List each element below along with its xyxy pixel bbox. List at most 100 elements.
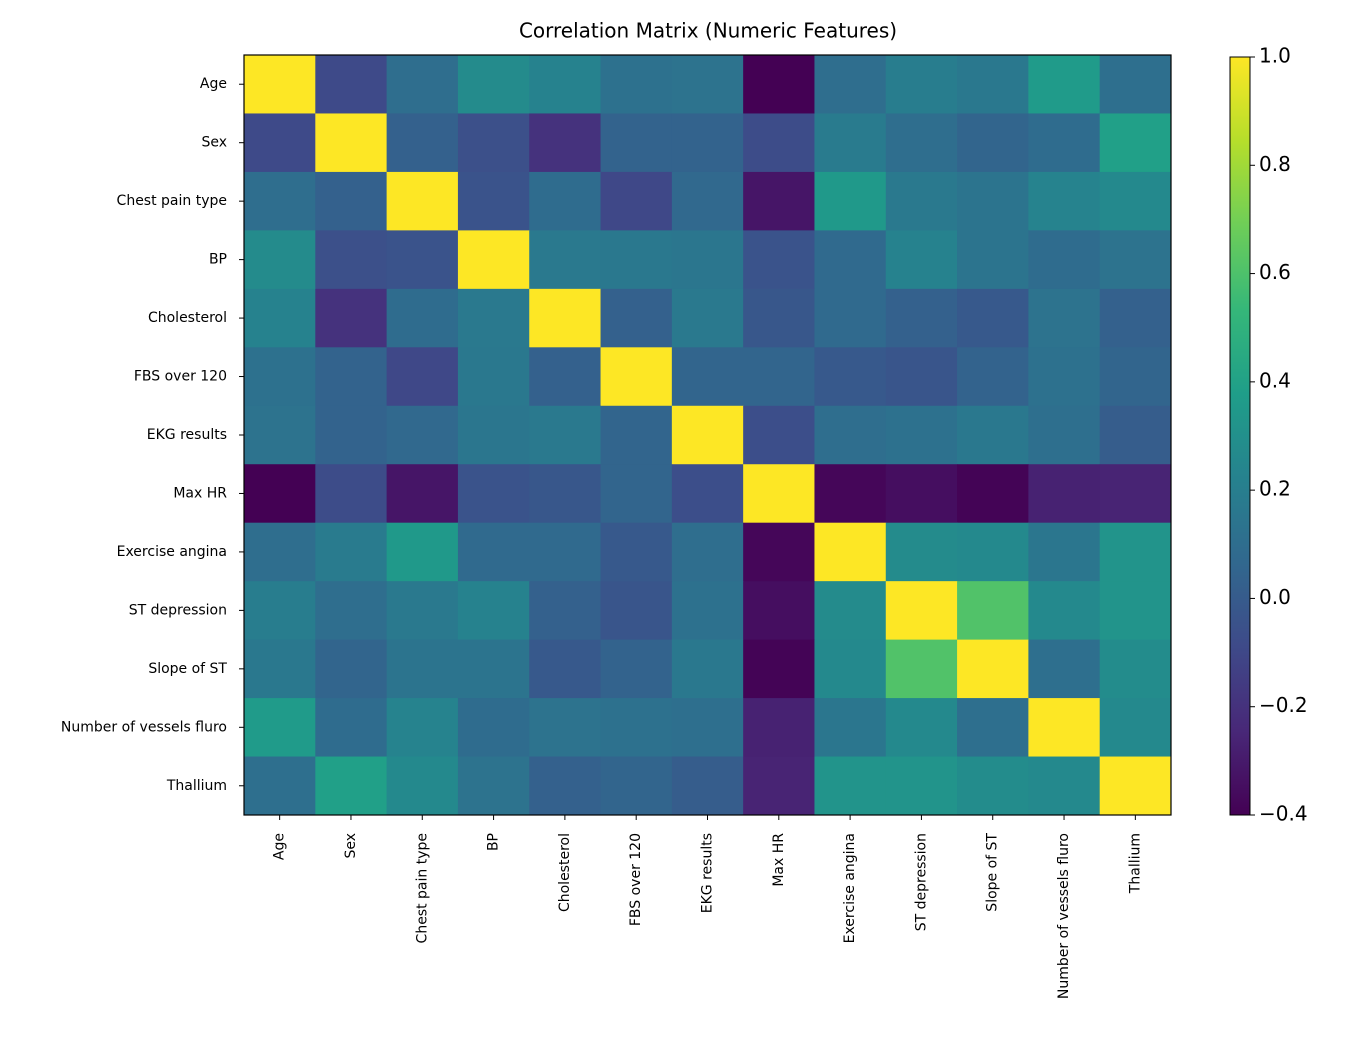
heatmap-cell	[1099, 464, 1172, 524]
heatmap-cell	[1099, 581, 1172, 641]
y-tick-label: Exercise angina	[117, 544, 227, 560]
heatmap-cell	[1028, 522, 1101, 582]
x-tick-label: Chest pain type	[414, 833, 430, 943]
heatmap-cell	[529, 288, 602, 348]
heatmap-cell	[743, 464, 815, 524]
heatmap-cell	[1028, 288, 1101, 348]
heatmap-cell	[529, 171, 602, 231]
heatmap-cell	[600, 347, 673, 407]
heatmap-cell	[315, 230, 388, 290]
heatmap-cell	[529, 113, 602, 173]
heatmap-cell	[244, 698, 316, 758]
chart-title: Correlation Matrix (Numeric Features)	[519, 19, 897, 43]
heatmap-cell	[957, 288, 1029, 348]
heatmap-cell	[315, 113, 388, 173]
heatmap-cell	[600, 639, 673, 699]
heatmap-cell	[957, 581, 1029, 641]
heatmap-cell	[1028, 464, 1101, 524]
colorbar-tick-label: 0.4	[1259, 368, 1291, 392]
x-tick-label: BP	[486, 833, 502, 851]
heatmap-cell	[814, 464, 887, 524]
heatmap-cell	[600, 288, 673, 348]
y-tick-label: Number of vessels fluro	[61, 719, 227, 735]
heatmap-cell	[957, 347, 1029, 407]
heatmap-cell	[315, 347, 388, 407]
heatmap-cell	[1028, 347, 1101, 407]
colorbar-tick-label: −0.2	[1259, 693, 1308, 717]
heatmap-cell	[315, 522, 388, 582]
heatmap-cell	[386, 464, 459, 524]
heatmap-cell	[885, 639, 958, 699]
heatmap-cell	[600, 171, 673, 231]
heatmap-cell	[457, 522, 530, 582]
y-tick-label: Max HR	[173, 485, 227, 501]
heatmap-cell	[457, 639, 530, 699]
heatmap-cell	[671, 522, 744, 582]
y-tick-label: Sex	[201, 135, 227, 151]
y-tick-label: BP	[209, 252, 227, 268]
x-tick-label: Exercise angina	[842, 833, 858, 943]
heatmap-cell	[457, 756, 530, 816]
y-tick-label: Chest pain type	[117, 193, 227, 209]
heatmap-cell	[743, 756, 815, 816]
heatmap-cell	[529, 581, 602, 641]
heatmap-cell	[957, 405, 1029, 465]
heatmap-cell	[529, 347, 602, 407]
heatmap-cell	[315, 171, 388, 231]
heatmap-cell	[814, 171, 887, 231]
y-tick-label: EKG results	[147, 427, 227, 443]
heatmap-cell	[1028, 639, 1101, 699]
heatmap-cell	[529, 698, 602, 758]
heatmap-cell	[529, 639, 602, 699]
heatmap-cell	[600, 405, 673, 465]
heatmap-cell	[244, 113, 316, 173]
heatmap-cell	[529, 230, 602, 290]
heatmap-cell	[885, 756, 958, 816]
y-tick-label: Thallium	[166, 778, 227, 794]
heatmap-cell	[671, 405, 744, 465]
heatmap-cell	[1028, 698, 1101, 758]
heatmap-cell	[671, 230, 744, 290]
heatmap-cell	[743, 522, 815, 582]
heatmap-cell	[1099, 113, 1172, 173]
heatmap-cell	[244, 756, 316, 816]
heatmap-cell	[1028, 171, 1101, 231]
heatmap-cell	[315, 55, 388, 114]
heatmap-cell	[386, 171, 459, 231]
colorbar-tick-label: 0.0	[1259, 585, 1291, 609]
heatmap-cell	[743, 171, 815, 231]
heatmap-cell	[671, 581, 744, 641]
heatmap-cell	[885, 581, 958, 641]
heatmap-cell	[600, 55, 673, 114]
heatmap-cell	[1099, 756, 1172, 816]
heatmap-cell	[386, 288, 459, 348]
heatmap-cell	[743, 581, 815, 641]
heatmap-cell	[244, 581, 316, 641]
heatmap-cell	[1028, 405, 1101, 465]
heatmap-cell	[814, 522, 887, 582]
heatmap-cell	[671, 55, 744, 114]
heatmap-cell	[386, 581, 459, 641]
heatmap-cell	[1099, 55, 1172, 114]
heatmap-cell	[244, 405, 316, 465]
heatmap-cell	[457, 288, 530, 348]
colorbar-tick-label: −0.4	[1259, 802, 1308, 826]
x-tick-label: Max HR	[771, 833, 787, 887]
heatmap-cell	[244, 55, 316, 114]
heatmap-cell	[457, 347, 530, 407]
heatmap-cell	[671, 171, 744, 231]
heatmap-cell	[386, 230, 459, 290]
heatmap-cell	[671, 756, 744, 816]
heatmap-cell	[600, 113, 673, 173]
heatmap-cell	[1099, 288, 1172, 348]
colorbar	[1229, 56, 1251, 816]
heatmap-cell	[743, 405, 815, 465]
heatmap-cell	[1028, 756, 1101, 816]
heatmap-cell	[743, 347, 815, 407]
x-tick-label: EKG results	[700, 833, 716, 913]
heatmap-cell	[957, 464, 1029, 524]
heatmap-cell	[386, 639, 459, 699]
heatmap-cell	[957, 55, 1029, 114]
heatmap-cell	[529, 522, 602, 582]
